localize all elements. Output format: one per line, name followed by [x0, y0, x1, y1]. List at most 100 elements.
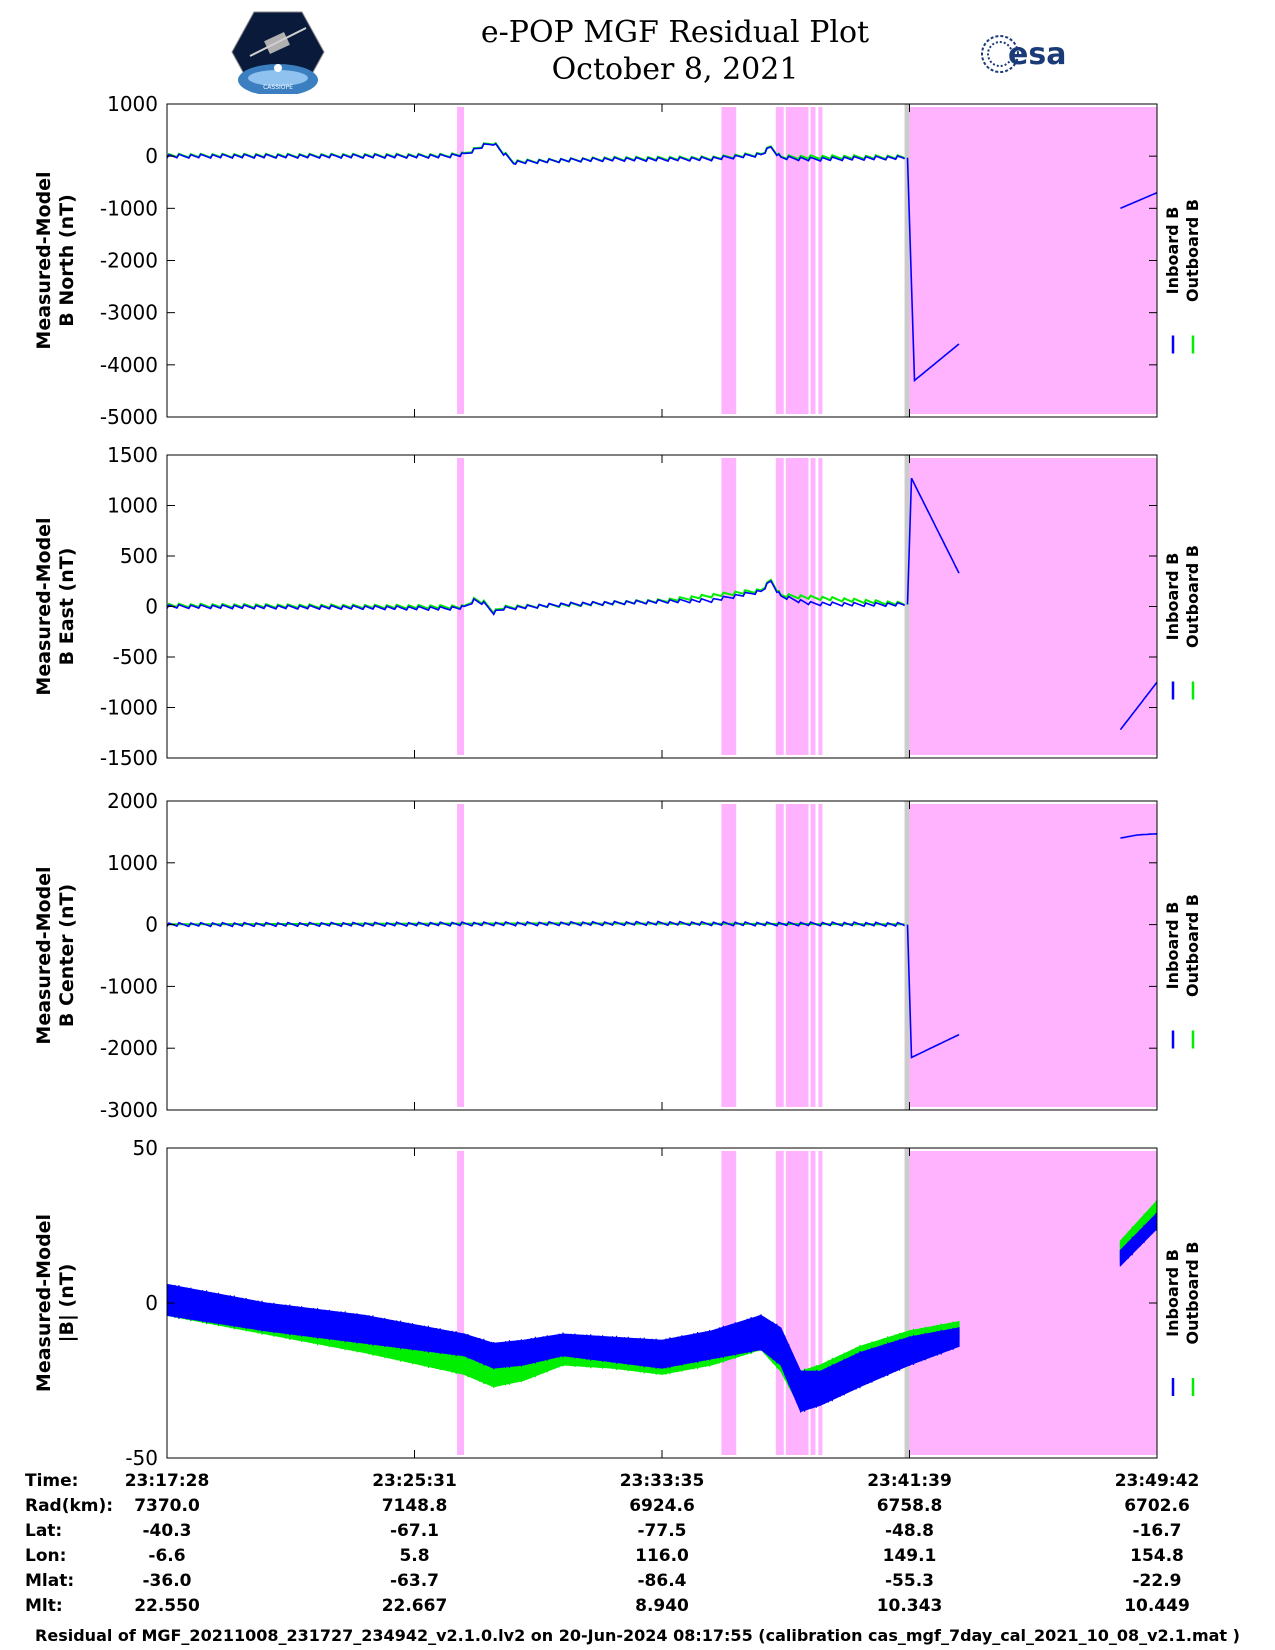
series-group	[167, 477, 1157, 731]
y-tick-label: 2000	[107, 789, 158, 813]
y-tick-label: -500	[113, 645, 158, 669]
ephemeris-cell: 23:49:42	[1115, 1471, 1200, 1491]
y-tick-label: 0	[145, 144, 158, 168]
shaded-region	[457, 804, 464, 1107]
y-tick-label: -5000	[100, 405, 158, 429]
ephemeris-cell: 7148.8	[382, 1496, 448, 1516]
series-noise	[167, 1284, 960, 1413]
ephemeris-row-label: Mlat:	[25, 1571, 74, 1591]
ephemeris-cell: 149.1	[883, 1546, 937, 1566]
series-line-inboard	[1120, 833, 1157, 839]
legend-label-inboard: Inboard B	[1163, 207, 1182, 295]
y-axis-label-line: Measured-Model	[33, 1214, 55, 1392]
shaded-region	[818, 107, 823, 414]
legend: Inboard B Outboard B	[1163, 199, 1202, 354]
ephemeris-cell: 6702.6	[1124, 1496, 1190, 1516]
ephemeris-cell: -36.0	[143, 1571, 192, 1591]
shaded-region	[457, 1151, 464, 1455]
chart-title: e-POP MGF Residual Plot October 8, 2021	[400, 14, 950, 88]
series-line-inboard	[1119, 681, 1157, 731]
shaded-region	[810, 1151, 816, 1455]
y-axis-label: Measured-ModelB Center (nT)	[33, 866, 78, 1044]
y-tick-label: -4000	[100, 353, 158, 377]
shaded-region	[775, 804, 784, 1107]
ephemeris-cell: 10.449	[1124, 1596, 1190, 1616]
series-noise	[1119, 1211, 1157, 1266]
shaded-region	[785, 804, 809, 1107]
ephemeris-cell: -16.7	[1133, 1521, 1182, 1541]
legend-label-inboard: Inboard B	[1163, 553, 1182, 641]
series-group	[167, 1199, 1157, 1413]
shaded-region	[810, 458, 816, 755]
shaded-region	[810, 107, 816, 414]
shaded-region	[909, 107, 1157, 414]
y-axis-label: Measured-Model|B| (nT)	[33, 1214, 78, 1392]
data-gap-region	[904, 455, 910, 758]
ephemeris-cell: 23:17:28	[125, 1471, 210, 1491]
y-tick-label: 1000	[107, 92, 158, 116]
ephemeris-cell: 7370.0	[134, 1496, 200, 1516]
y-tick-label: 1000	[107, 851, 158, 875]
shaded-region	[721, 107, 737, 414]
shaded-region	[775, 458, 784, 755]
ephemeris-cell: -40.3	[143, 1521, 192, 1541]
y-tick-label: -1500	[100, 746, 158, 770]
y-tick-label: 0	[145, 1291, 158, 1315]
series-line-inboard	[1120, 191, 1157, 210]
chart-panel-2: 1500 1000 500 0 -500 -1000 -1500 Measured-Model…	[33, 443, 1202, 770]
series-line-inboard	[167, 579, 906, 616]
legend-label-outboard: Outboard B	[1183, 199, 1202, 302]
chart-panel-1: 1000 0 -1000 -2000 -3000 -4000 -5000 Measured-M…	[33, 92, 1202, 429]
shaded-region	[909, 1151, 1157, 1455]
ephemeris-cell: 22.550	[134, 1596, 200, 1616]
y-tick-label: -1000	[100, 196, 158, 220]
ephemeris-cell: -77.5	[638, 1521, 687, 1541]
shaded-region	[818, 458, 823, 755]
shaded-region	[785, 458, 809, 755]
ephemeris-cell: 23:41:39	[867, 1471, 952, 1491]
y-tick-label: -1000	[100, 696, 158, 720]
esa-logo: esa	[981, 35, 1066, 73]
y-tick-label: -50	[125, 1446, 158, 1470]
y-axis-label-line: B Center (nT)	[56, 884, 78, 1027]
ephemeris-cell: -63.7	[390, 1571, 439, 1591]
shaded-region	[775, 1151, 784, 1455]
cassiope-logo: CASSIOPE	[231, 11, 325, 94]
chart-panel-3: 2000 1000 0 -1000 -2000 -3000 Measured-ModelB …	[33, 789, 1202, 1122]
y-tick-label: -2000	[100, 249, 158, 273]
y-axis-label-line: |B| (nT)	[56, 1264, 78, 1343]
ephemeris-cell: 10.343	[877, 1596, 943, 1616]
y-axis-label-line: Measured-Model	[33, 866, 55, 1044]
series-line-inboard	[906, 477, 960, 605]
legend-label-inboard: Inboard B	[1163, 1249, 1182, 1337]
y-tick-label: 0	[145, 595, 158, 619]
y-axis-label: Measured-ModelB East (nT)	[33, 517, 78, 695]
shaded-region	[818, 1151, 823, 1455]
footer-caption: Residual of MGF_20211008_231727_234942_v…	[35, 1626, 1240, 1645]
legend-label-outboard: Outboard B	[1183, 545, 1202, 648]
shaded-region	[721, 1151, 737, 1455]
legend-label-outboard: Outboard B	[1183, 894, 1202, 997]
shaded-region	[810, 804, 816, 1107]
legend-label-inboard: Inboard B	[1163, 902, 1182, 990]
shaded-region	[818, 804, 823, 1107]
legend: Inboard B Outboard B	[1163, 894, 1202, 1049]
ephemeris-cell: -22.9	[1133, 1571, 1182, 1591]
y-axis-label-line: Measured-Model	[33, 517, 55, 695]
ephemeris-cell: 22.667	[382, 1596, 448, 1616]
shaded-region	[721, 458, 737, 755]
ephemeris-row-label: Time:	[25, 1471, 78, 1491]
ephemeris-cell: -6.6	[148, 1546, 185, 1566]
ephemeris-cell: 23:33:35	[620, 1471, 705, 1491]
shaded-region	[721, 804, 737, 1107]
series-line-inboard	[906, 157, 960, 383]
data-gap-region	[904, 1148, 910, 1458]
data-gap-region	[904, 801, 910, 1110]
esa-logo-text: esa	[1008, 37, 1066, 72]
ephemeris-cell: 23:25:31	[372, 1471, 457, 1491]
ephemeris-cell: -55.3	[885, 1571, 934, 1591]
shaded-region	[457, 107, 464, 414]
title-line-1: e-POP MGF Residual Plot	[480, 15, 870, 50]
chart-panel-4: 50 0 -50 Measured-Model|B| (nT) Inboard B Out…	[33, 1136, 1202, 1470]
